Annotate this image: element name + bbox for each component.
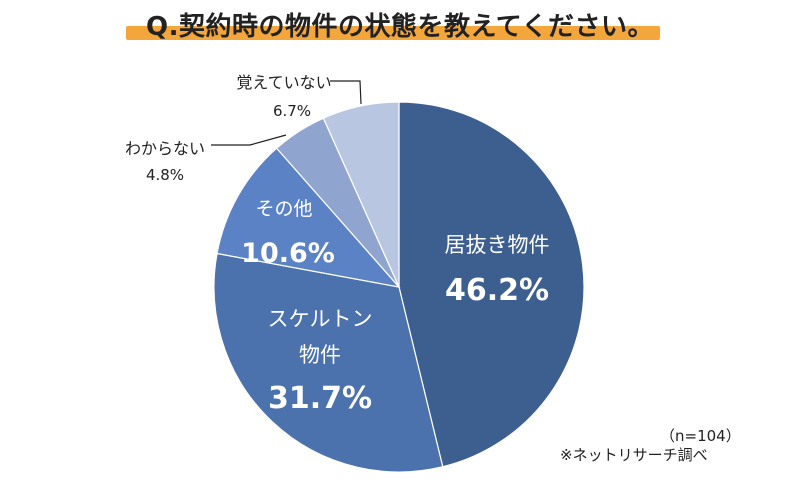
- pie-slice: [322, 101, 400, 288]
- slice-value-label: 6.7%: [273, 102, 311, 120]
- title-highlight: [126, 26, 660, 40]
- slice-label: その他: [255, 198, 312, 220]
- slice-label: 物件: [299, 343, 341, 367]
- slice-value-label: 31.7%: [268, 381, 372, 416]
- slice-label: わからない: [125, 139, 205, 158]
- slice-value-label: 46.2%: [445, 273, 549, 308]
- sample-size-note: （n=104）: [660, 427, 741, 445]
- slice-value-label: 10.6%: [241, 238, 335, 269]
- chart-title: Q.契約時の物件の状態を教えてください。: [146, 12, 654, 42]
- pie-slice: [213, 252, 444, 473]
- slice-value-label: 4.8%: [146, 166, 184, 184]
- leader-line: [330, 80, 362, 105]
- chart-title-area: Q.契約時の物件の状態を教えてください。: [0, 2, 800, 46]
- pie-slice: [216, 147, 401, 288]
- leader-line: [211, 134, 287, 146]
- source-note: ※ネットリサーチ調べ: [560, 446, 708, 464]
- slice-label: スケルトン: [268, 307, 373, 331]
- slice-label: 覚えていない: [236, 73, 331, 92]
- slice-label: 居抜き物件: [445, 233, 550, 257]
- pie-slice: [398, 101, 585, 468]
